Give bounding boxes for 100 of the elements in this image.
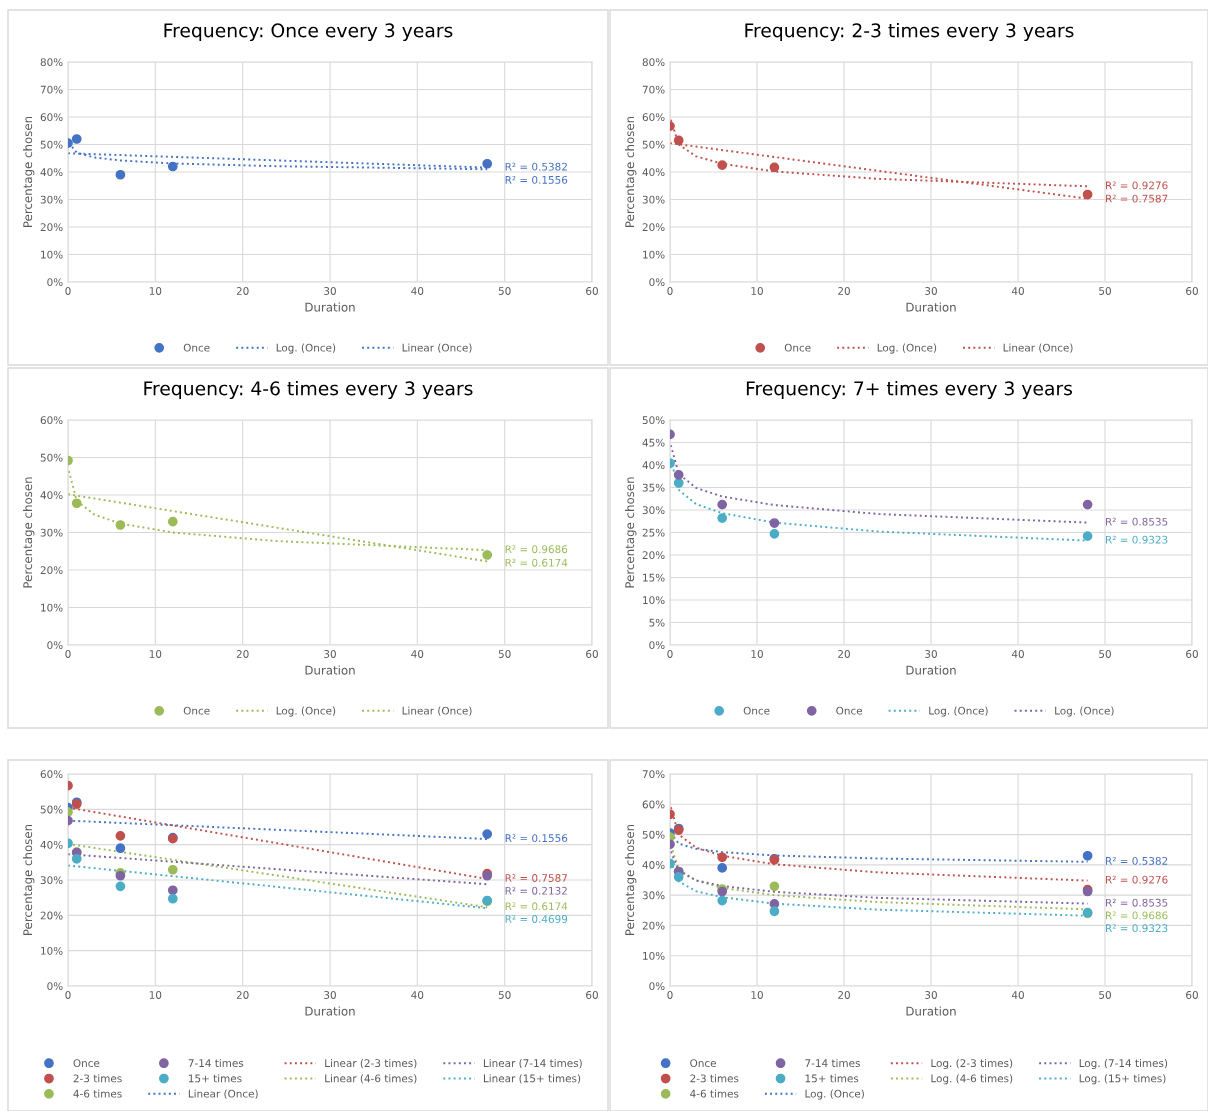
- annotation: R² = 0.5382: [1106, 856, 1168, 865]
- x-tick-label: 40: [1011, 991, 1024, 999]
- annotation: R² = 0.1556: [505, 175, 568, 184]
- y-tick-label: 70%: [40, 85, 63, 94]
- y-tick-label: 25%: [642, 528, 665, 537]
- y-tick-label: 15%: [643, 573, 665, 582]
- legend-label: Log. (2-3 times): [931, 1058, 1013, 1070]
- y-tick-label: 35%: [642, 483, 665, 492]
- y-tick-label: 30%: [642, 195, 665, 204]
- y-axis-title: Percentage chosen: [625, 116, 637, 227]
- y-axis-title: Percentage chosen: [625, 824, 637, 935]
- x-tick-label: 10: [751, 991, 763, 999]
- annotation: R² = 0.6174: [505, 558, 568, 567]
- legend-label: Once: [836, 706, 863, 715]
- x-tick-label: 0: [667, 991, 673, 999]
- annotation: R² = 0.5382: [505, 162, 567, 171]
- chart-title: Frequency: 4-6 times every 3 years: [144, 380, 473, 400]
- legend-label: Once: [73, 1059, 100, 1068]
- legend-label: 2-3 times: [690, 1074, 739, 1083]
- x-tick-label: 20: [236, 991, 249, 999]
- x-tick-label: 50: [1099, 991, 1111, 999]
- legend-label: 7-14 times: [188, 1058, 244, 1068]
- x-tick-label: 10: [751, 650, 763, 658]
- x-tick-label: 40: [411, 650, 424, 658]
- annotation: R² = 0.6174: [505, 902, 568, 911]
- y-tick-label: 5%: [649, 618, 665, 627]
- y-tick-label: 10%: [41, 946, 63, 955]
- legend-label: Log. (Once): [805, 1089, 864, 1100]
- annotation: R² = 0.8535: [1106, 517, 1168, 526]
- x-tick-label: 30: [925, 287, 937, 295]
- x-tick-label: 10: [149, 650, 162, 658]
- y-axis-title: Percentage chosen: [23, 116, 35, 227]
- y-tick-label: 20%: [642, 921, 665, 930]
- x-tick-label: 0: [667, 287, 673, 295]
- y-axis-title: Percentage chosen: [625, 477, 637, 588]
- y-tick-label: 70%: [642, 770, 665, 779]
- x-tick-label: 20: [838, 650, 850, 658]
- y-tick-label: 30%: [642, 891, 665, 900]
- x-tick-label: 30: [925, 650, 937, 658]
- y-tick-label: 40%: [642, 861, 665, 869]
- legend-label: Linear (Once): [402, 343, 472, 353]
- legend-label: Linear (15+ times): [483, 1074, 581, 1084]
- x-tick-label: 40: [411, 991, 424, 999]
- legend-label: Log. (Once): [929, 706, 988, 717]
- legend-label: Log. (Once): [276, 343, 336, 354]
- chart-title: Frequency: Once every 3 years: [164, 23, 453, 42]
- legend-label: 4-6 times: [690, 1089, 739, 1098]
- annotation: R² = 0.4699: [505, 915, 568, 923]
- y-tick-label: 10%: [643, 596, 665, 605]
- x-tick-label: 60: [586, 991, 598, 999]
- y-tick-label: 20%: [40, 566, 63, 575]
- y-tick-label: 0%: [649, 641, 665, 650]
- legend-label: Log. (Once): [877, 343, 937, 354]
- y-tick-label: 40%: [642, 168, 665, 177]
- x-axis-title: Duration: [906, 1006, 956, 1016]
- y-tick-label: 60%: [642, 113, 665, 122]
- y-tick-label: 45%: [642, 438, 665, 447]
- legend-label: Linear (Once): [402, 706, 472, 716]
- annotation: R² = 0.9276: [1106, 875, 1168, 884]
- y-tick-label: 40%: [40, 168, 63, 177]
- y-axis-title: Percentage chosen: [23, 477, 35, 588]
- legend-label: Log. (15+ times): [1079, 1074, 1166, 1085]
- y-tick-label: 50%: [642, 830, 665, 839]
- legend-label: Once: [183, 706, 210, 715]
- y-tick-label: 10%: [41, 250, 63, 259]
- legend-label: Once: [743, 706, 770, 715]
- legend-label: 4-6 times: [73, 1089, 122, 1098]
- x-axis-title: Duration: [906, 665, 956, 675]
- y-tick-label: 40%: [40, 840, 63, 849]
- x-tick-label: 20: [236, 650, 249, 658]
- x-axis-title: Duration: [305, 665, 355, 675]
- annotation: R² = 0.9276: [1106, 181, 1168, 190]
- y-tick-label: 50%: [642, 140, 665, 149]
- x-tick-label: 20: [236, 287, 249, 295]
- legend-label: Once: [183, 343, 210, 352]
- x-tick-label: 0: [65, 650, 71, 658]
- chart-title: Frequency: 7+ times every 3 years: [746, 380, 1073, 400]
- annotation: R² = 0.9323: [1106, 924, 1168, 933]
- y-tick-label: 20%: [642, 223, 665, 232]
- x-tick-label: 30: [324, 650, 336, 658]
- x-tick-label: 30: [324, 991, 336, 999]
- y-tick-label: 60%: [40, 770, 63, 779]
- y-tick-label: 50%: [40, 140, 63, 149]
- y-tick-label: 50%: [40, 805, 63, 814]
- y-tick-label: 60%: [40, 113, 63, 122]
- annotation: R² = 0.1556: [505, 834, 568, 843]
- x-tick-label: 60: [1186, 650, 1198, 658]
- x-tick-label: 40: [411, 287, 424, 295]
- y-tick-label: 30%: [40, 195, 63, 204]
- y-tick-label: 10%: [41, 603, 63, 612]
- x-tick-label: 10: [751, 287, 763, 295]
- x-axis-title: Duration: [906, 302, 956, 312]
- y-tick-label: 0%: [649, 278, 665, 287]
- legend-label: Linear (Once): [1003, 343, 1073, 353]
- y-tick-label: 80%: [642, 58, 665, 67]
- x-tick-label: 40: [1011, 287, 1024, 295]
- y-tick-label: 40%: [642, 461, 665, 470]
- y-axis-title: Percentage chosen: [23, 824, 35, 935]
- y-tick-label: 60%: [40, 416, 63, 425]
- x-axis-title: Duration: [305, 1006, 355, 1016]
